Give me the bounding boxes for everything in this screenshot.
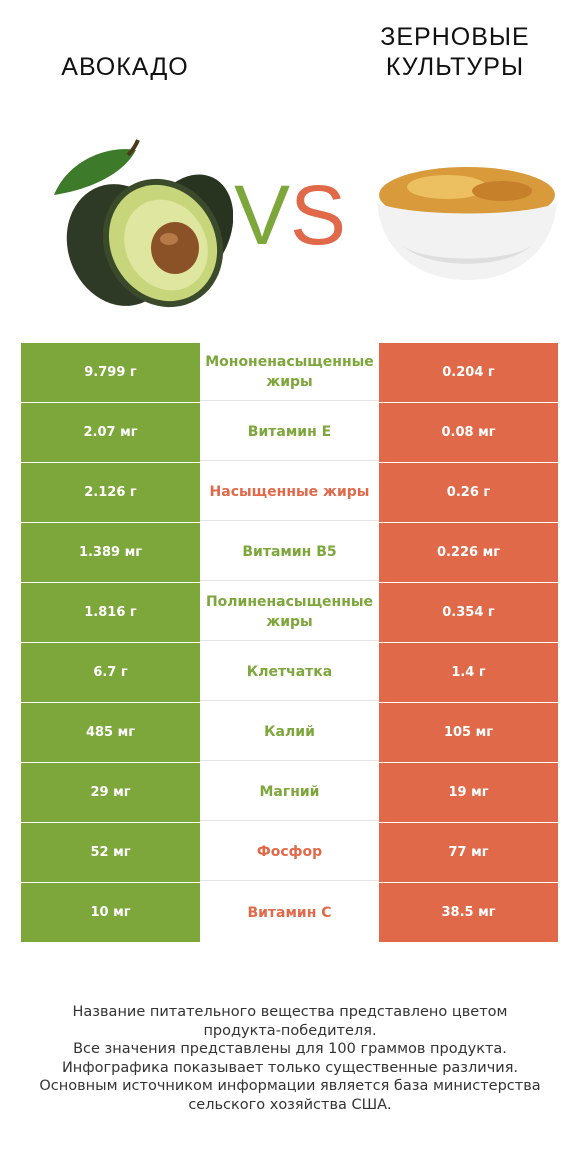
nutrient-label: Фосфор [200,823,379,881]
footnote-line: продукта-победителя. [203,1022,377,1039]
nutrient-label: Витамин C [200,883,379,942]
right-value-cell: 19 мг [379,763,558,822]
table-row: 9.799 г Мононенасыщенные жиры 0.204 г [21,343,558,403]
cereal-bowl-image [377,167,557,280]
footnote-line: Название питательного вещества представл… [72,1004,508,1020]
nutrient-label: Насыщенные жиры [200,463,379,521]
nutrient-label: Витамин B5 [200,523,379,581]
right-value-cell: 1.4 г [379,643,558,702]
footnote-line: Основным источником информации является … [39,1078,541,1094]
bowl-shadow [402,245,532,264]
nutrient-label: Клетчатка [200,643,379,701]
left-value-cell: 2.07 мг [21,403,200,462]
table-row: 1.389 мг Витамин B5 0.226 мг [21,523,558,583]
avocado-stem [126,139,140,157]
nutrient-label: Магний [200,763,379,821]
nutrient-label: Полиненасыщенные жиры [200,583,379,641]
avocado-leaf [54,149,136,195]
right-food-title: ЗЕРНОВЫЕ КУЛЬТУРЫ [380,23,530,81]
left-food-title: АВОКАДО [61,53,189,81]
left-value-cell: 52 мг [21,823,200,882]
left-value-cell: 6.7 г [21,643,200,702]
right-value-cell: 77 мг [379,823,558,882]
footnote-line: сельского хозяйства США. [188,1096,392,1113]
table-row: 6.7 г Клетчатка 1.4 г [21,643,558,703]
table-row: 2.07 мг Витамин E 0.08 мг [21,403,558,463]
cereal-highlight-2 [472,181,532,201]
vs-v: V [233,168,290,262]
table-row: 10 мг Витамин C 38.5 мг [21,883,558,943]
right-value-cell: 0.354 г [379,583,558,642]
right-value-cell: 0.26 г [379,463,558,522]
footnote-line: Инфографика показывает только существенн… [61,1059,519,1076]
left-value-cell: 29 мг [21,763,200,822]
right-value-cell: 0.204 г [379,343,558,402]
table-row: 2.126 г Насыщенные жиры 0.26 г [21,463,558,523]
left-value-cell: 485 мг [21,703,200,762]
right-value-cell: 38.5 мг [379,883,558,942]
nutrient-label: Витамин E [200,403,379,461]
avocado-pit [151,222,199,274]
avocado-image [54,139,233,308]
table-row: 52 мг Фосфор 77 мг [21,823,558,883]
vs-label: VS [220,160,360,270]
left-value-cell: 10 мг [21,883,200,942]
left-value-cell: 1.389 мг [21,523,200,582]
left-value-cell: 9.799 г [21,343,200,402]
left-value-cell: 2.126 г [21,463,200,522]
table-row: 485 мг Калий 105 мг [21,703,558,763]
footnote-line: Все значения представлены для 100 граммо… [73,1041,507,1057]
nutrient-label: Калий [200,703,379,761]
avocado-pit-shine [160,233,178,245]
right-value-cell: 105 мг [379,703,558,762]
right-value-cell: 0.226 мг [379,523,558,582]
bowl-body [377,203,557,280]
nutrient-label: Мононенасыщенные жиры [200,343,379,401]
right-value-cell: 0.08 мг [379,403,558,462]
table-row: 29 мг Магний 19 мг [21,763,558,823]
table-row: 1.816 г Полиненасыщенные жиры 0.354 г [21,583,558,643]
cereal-highlight [407,175,487,199]
footnote: Название питательного вещества представл… [20,1003,560,1114]
vs-s: S [290,168,347,262]
left-value-cell: 1.816 г [21,583,200,642]
comparison-table: 9.799 г Мононенасыщенные жиры 0.204 г 2.07 … [21,343,558,943]
